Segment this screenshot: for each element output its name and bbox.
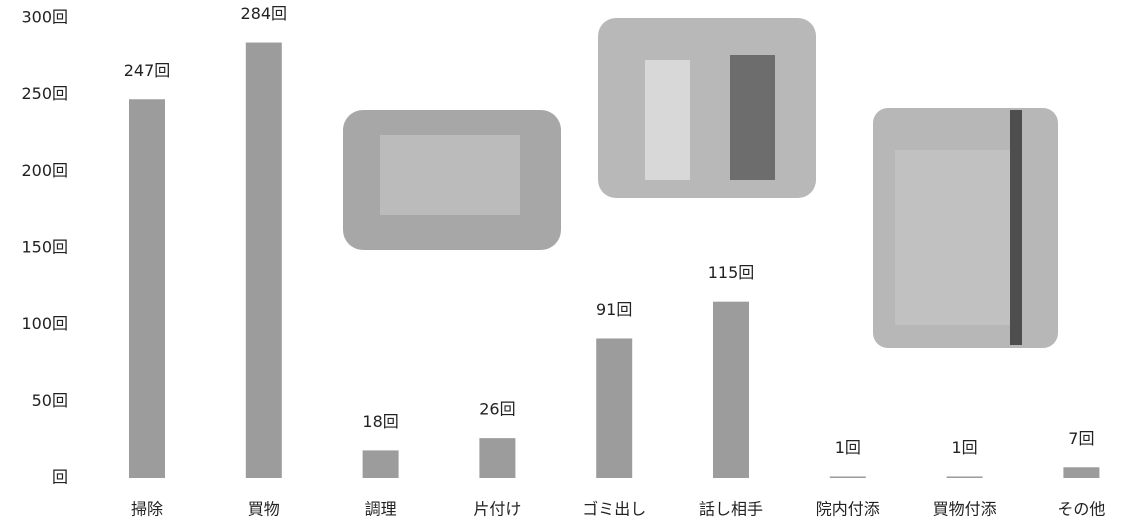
value-label: 91回 xyxy=(596,300,632,319)
value-label: 18回 xyxy=(362,412,398,431)
value-label: 26回 xyxy=(479,400,515,419)
x-tick-label: 掃除 xyxy=(131,500,163,519)
x-tick-label: ゴミ出し xyxy=(582,500,646,519)
x-tick-label: 買物 xyxy=(248,500,280,519)
value-label: 284回 xyxy=(241,4,288,23)
y-tick-label: 250回 xyxy=(21,84,68,103)
photo-cooking xyxy=(343,110,561,250)
y-tick-label: 100回 xyxy=(21,314,68,333)
y-tick-label: 回 xyxy=(52,468,68,487)
x-tick-label: 院内付添 xyxy=(816,500,880,519)
bar xyxy=(1063,467,1100,478)
value-label: 1回 xyxy=(952,438,978,457)
value-label: 7回 xyxy=(1068,429,1094,448)
x-tick-label: 話し相手 xyxy=(699,500,763,519)
bar xyxy=(829,476,866,478)
y-tick-label: 300回 xyxy=(21,8,68,27)
x-tick-label: その他 xyxy=(1057,500,1105,519)
bar xyxy=(713,301,749,478)
bar xyxy=(479,438,516,478)
photo-walking xyxy=(598,18,816,198)
y-tick-label: 50回 xyxy=(32,391,68,410)
y-tick-label: 150回 xyxy=(21,238,68,257)
bar xyxy=(362,450,399,478)
x-tick-label: 片付け xyxy=(473,500,521,519)
bar xyxy=(245,42,282,479)
value-label: 247回 xyxy=(124,61,171,80)
x-tick-label: 調理 xyxy=(365,500,397,519)
x-tick-label: 買物付添 xyxy=(933,500,997,519)
bar xyxy=(946,476,983,478)
value-label: 115回 xyxy=(708,263,755,282)
bar xyxy=(129,99,165,479)
bar xyxy=(596,338,633,478)
photo-conversation xyxy=(873,108,1058,348)
value-label: 1回 xyxy=(835,438,861,457)
y-tick-label: 200回 xyxy=(21,161,68,180)
